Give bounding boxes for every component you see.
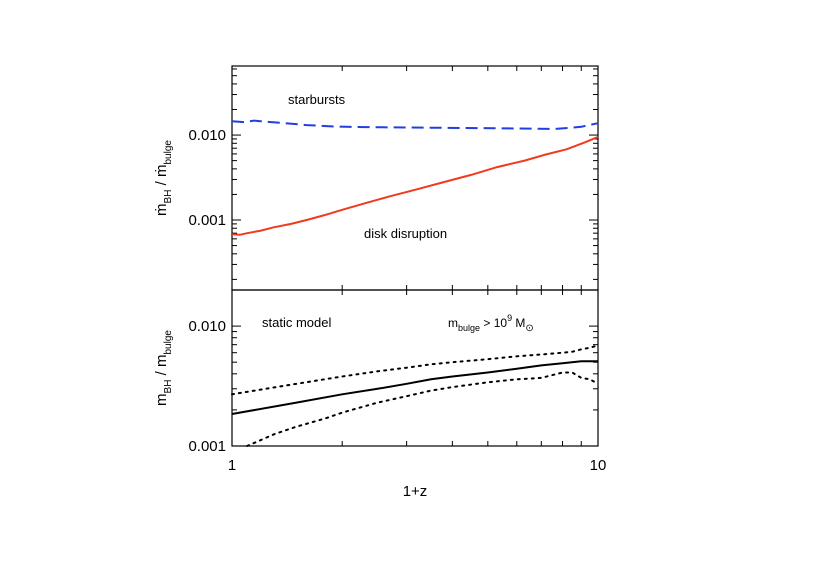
annotation-condition: mbulge > 109 M⊙ [448,313,534,334]
panel-bottom-frame [231,289,599,447]
y-tick-label: 0.001 [188,212,226,229]
panel-top-ylabel: ṁBH / ṁbulge [153,140,174,216]
series-line-top-0 [231,119,599,131]
annotation-starbursts: starbursts [288,92,346,107]
y-tick-label: 0.010 [188,318,226,335]
series-line-top-1 [231,135,599,236]
panel-bottom-ylabel: mBH / mbulge [153,330,174,406]
x-tick-label: 10 [590,457,607,474]
panel-bottom-ticks: 0.001 0.010 1 10 [188,289,607,474]
y-tick-label: 0.010 [188,127,226,144]
panel-top-series [231,119,599,236]
panel-bottom-series [231,344,599,447]
panel-top-ticks: 0.001 0.010 [188,66,599,290]
annotation-disk-disruption: disk disruption [364,226,447,241]
series-line-bottom-0 [231,360,598,415]
annotation-static-model: static model [262,315,331,330]
series-line-bottom-2 [246,371,599,447]
x-axis-title: 1+z [403,483,428,500]
x-tick-label: 1 [228,457,236,474]
series-line-bottom-1 [231,344,599,396]
y-tick-label: 0.001 [188,438,226,455]
panel-top-frame [231,65,599,291]
